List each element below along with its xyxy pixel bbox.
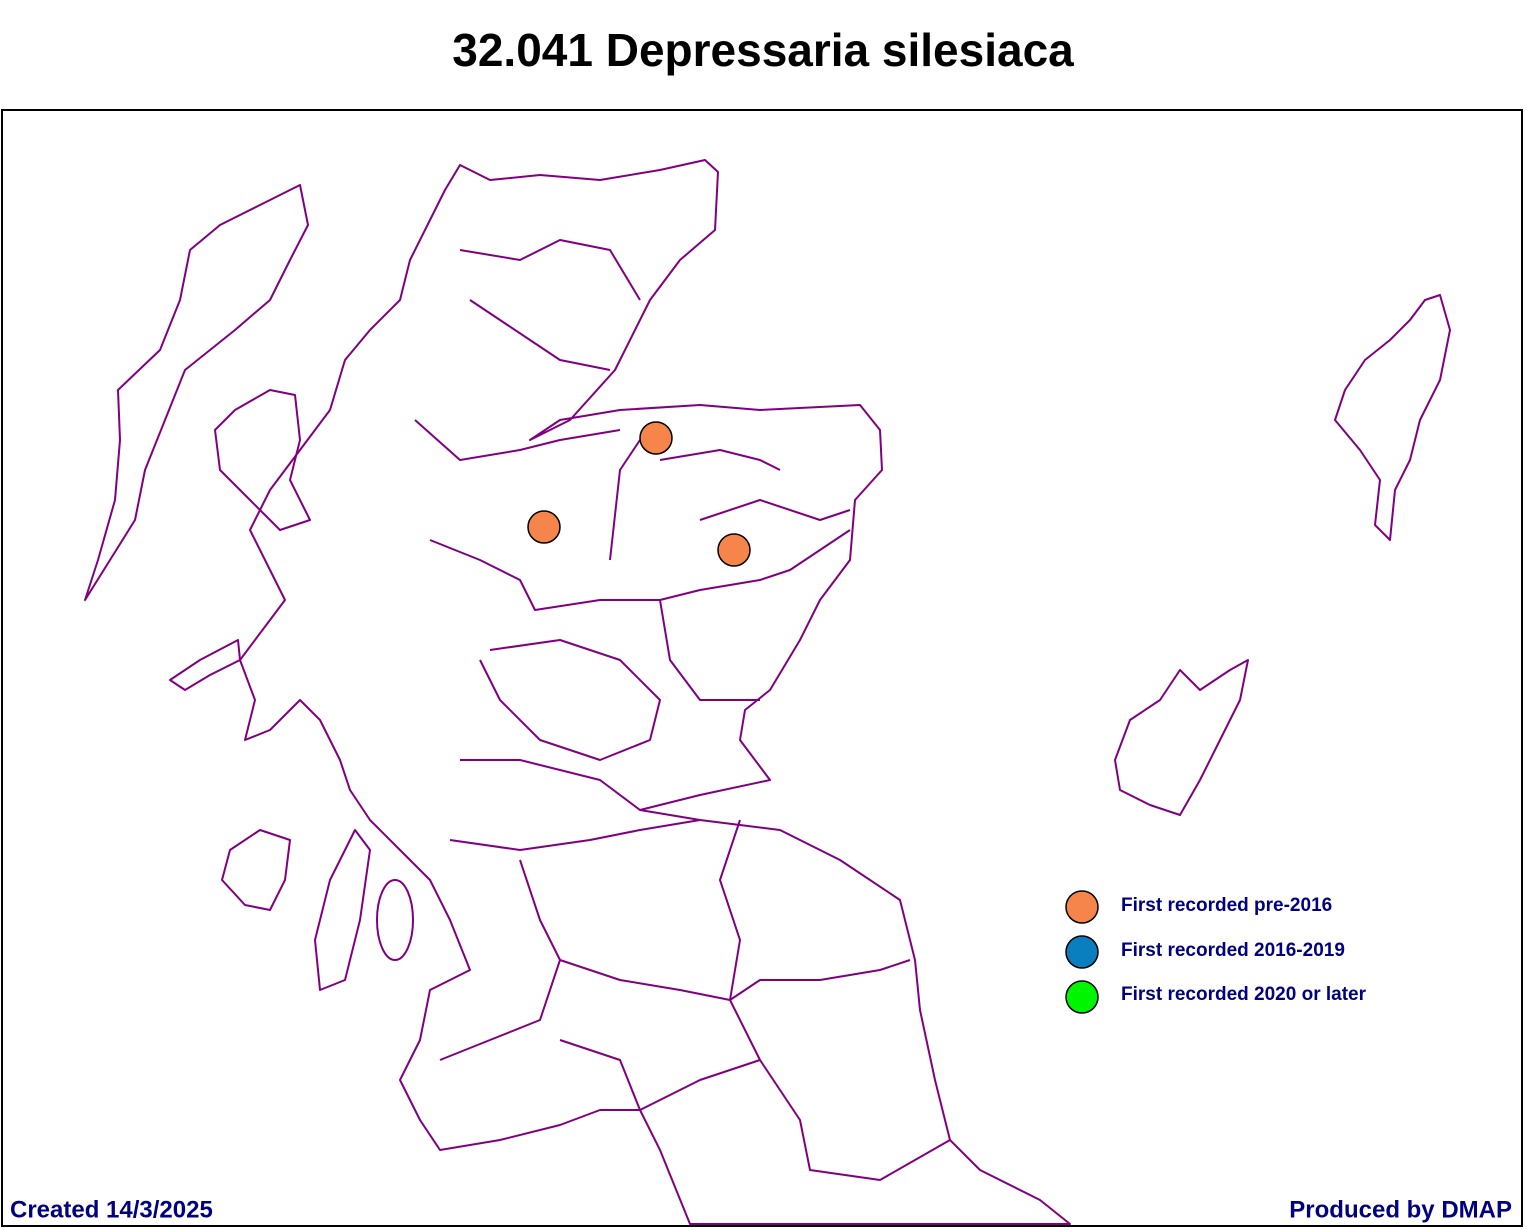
records: [527, 421, 751, 567]
created-date: Created 14/3/2025: [10, 1196, 213, 1223]
arran: [376, 879, 414, 961]
map-frame: [1, 109, 1523, 1227]
orkney: [1114, 659, 1249, 816]
mull: [169, 639, 241, 691]
legend-label: First recorded 2020 or later: [1121, 984, 1367, 1005]
legend-swatch: [1065, 935, 1099, 969]
legend-label: First recorded pre-2016: [1121, 895, 1332, 916]
map-outlines: [84, 159, 1451, 1225]
record-dot: [717, 533, 751, 567]
kintyre: [314, 829, 371, 991]
map-title: 32.041 Depressaria silesiaca: [452, 24, 1074, 76]
skye: [214, 389, 311, 531]
legend-label: First recorded 2016-2019: [1121, 940, 1345, 961]
shetland: [1334, 294, 1451, 541]
legend-swatch: [1065, 890, 1099, 924]
mainland: [239, 159, 1071, 1225]
boundaries: [414, 239, 951, 1181]
outer-hebrides: [84, 184, 309, 601]
producer: Produced by DMAP: [1289, 1196, 1512, 1223]
legend-swatch: [1065, 980, 1099, 1014]
record-dot: [639, 421, 673, 455]
record-dot: [527, 510, 561, 544]
legend: First recorded pre-2016 First recorded 2…: [1065, 890, 1367, 1014]
islay-jura: [221, 829, 291, 911]
